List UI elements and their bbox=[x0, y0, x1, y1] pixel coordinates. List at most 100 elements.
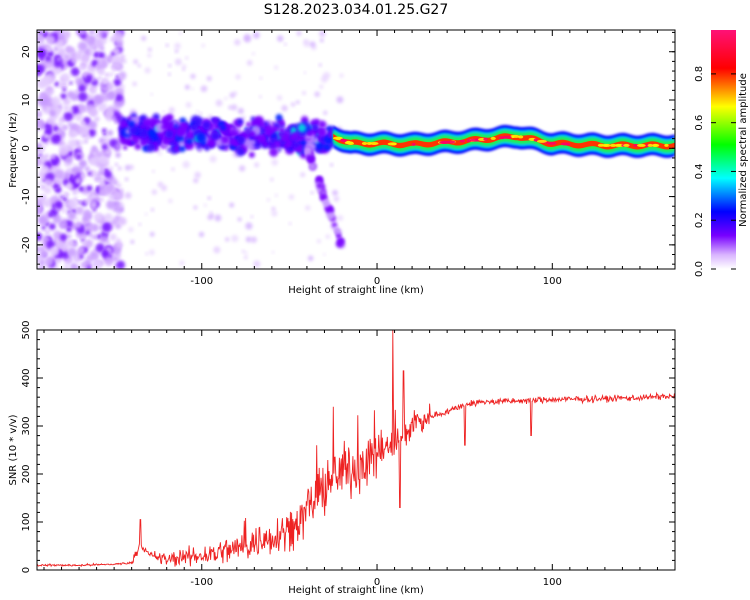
heatmap-blob bbox=[47, 86, 52, 91]
heatmap-blob bbox=[51, 96, 61, 107]
heatmap-blob bbox=[162, 110, 165, 114]
heatmap-blob bbox=[243, 33, 251, 42]
heatmap-blob bbox=[78, 84, 86, 93]
x-tick-label: -100 bbox=[190, 276, 213, 287]
x-tick-label: 0 bbox=[374, 276, 380, 287]
heatmap-blob bbox=[63, 104, 71, 112]
heatmap-blob bbox=[203, 203, 207, 207]
heatmap-blob bbox=[207, 196, 211, 200]
heatmap-blob bbox=[56, 57, 61, 62]
colorbar-ticks: 0.0 0.2 0.4 0.6 0.8 bbox=[694, 66, 736, 277]
heatmap-blob bbox=[97, 102, 108, 112]
heatmap-blob bbox=[332, 189, 338, 196]
heatmap-blob bbox=[115, 63, 122, 70]
heatmap-blob bbox=[117, 210, 121, 214]
heatmap-blob bbox=[37, 246, 41, 253]
heatmap-blob bbox=[315, 142, 324, 151]
heatmap-ridge-hotspot bbox=[652, 143, 660, 147]
heatmap-blob bbox=[290, 102, 296, 107]
heatmap-blob bbox=[271, 210, 278, 217]
y-tick-label: -20 bbox=[21, 237, 32, 253]
y-tick-label: 20 bbox=[21, 45, 32, 58]
heatmap-blob bbox=[237, 217, 242, 222]
heatmap-blob bbox=[168, 198, 173, 204]
heatmap-blob bbox=[55, 135, 60, 140]
x-tick-label: 100 bbox=[543, 276, 562, 287]
heatmap-blob bbox=[43, 134, 49, 139]
heatmap-blob bbox=[75, 206, 84, 215]
y-tick-label: 200 bbox=[21, 464, 32, 483]
heatmap-blob bbox=[322, 200, 331, 208]
heatmap-blob bbox=[320, 75, 328, 83]
heatmap-blob bbox=[68, 122, 73, 127]
heatmap-blob bbox=[69, 108, 74, 113]
heatmap-blob bbox=[103, 108, 113, 118]
heatmap-blob bbox=[78, 165, 84, 171]
heatmap-blob bbox=[98, 137, 105, 144]
y-tick-label: 500 bbox=[21, 320, 32, 339]
heatmap-blob bbox=[246, 59, 253, 66]
heatmap-blob bbox=[230, 129, 236, 134]
heatmap-blob bbox=[224, 96, 228, 101]
heatmap-blob bbox=[101, 33, 105, 37]
heatmap-blob bbox=[198, 231, 205, 238]
heatmap-blob bbox=[149, 231, 155, 237]
heatmap-blob bbox=[211, 132, 220, 140]
heatmap-blob bbox=[64, 173, 70, 178]
heatmap-blob bbox=[251, 52, 255, 56]
heatmap-blob bbox=[193, 178, 199, 184]
heatmap-blob bbox=[96, 186, 100, 190]
heatmap-blob bbox=[147, 128, 155, 137]
y-tick-label: 10 bbox=[21, 94, 32, 107]
heatmap-blob bbox=[96, 197, 101, 202]
heatmap-blob bbox=[157, 181, 164, 188]
heatmap-blob bbox=[75, 52, 83, 61]
heatmap-blob bbox=[281, 105, 288, 112]
heatmap-blob bbox=[274, 65, 279, 70]
heatmap-blob bbox=[44, 229, 51, 236]
heatmap-blob bbox=[105, 72, 109, 77]
heatmap-blob bbox=[185, 102, 192, 108]
heatmap-blob bbox=[124, 177, 129, 182]
colorbar-tick-label: 0.0 bbox=[694, 261, 705, 277]
heatmap-blob bbox=[38, 155, 47, 164]
heatmap-blob bbox=[41, 253, 45, 257]
heatmap-blob bbox=[129, 125, 140, 136]
heatmap-blob bbox=[89, 50, 93, 54]
heatmap-blob bbox=[91, 234, 98, 240]
heatmap-ridge-hotspot bbox=[637, 143, 646, 147]
heatmap-blob bbox=[56, 240, 64, 248]
heatmap-blob bbox=[59, 195, 64, 199]
heatmap-blob bbox=[109, 233, 117, 241]
y-tick-label: 300 bbox=[21, 416, 32, 435]
heatmap-blob bbox=[150, 93, 153, 96]
y-tick-label: 0 bbox=[21, 145, 32, 151]
heatmap-blob bbox=[335, 240, 344, 248]
heatmap-blob bbox=[328, 132, 334, 138]
heatmap-blob bbox=[178, 141, 184, 146]
heatmap-blob bbox=[97, 68, 104, 75]
heatmap-blob bbox=[236, 135, 246, 145]
heatmap-blob bbox=[44, 256, 54, 267]
heatmap-ridge-hotspot bbox=[560, 142, 570, 146]
heatmap-blob bbox=[151, 189, 158, 195]
heatmap-blob bbox=[98, 76, 102, 80]
heatmap-blob bbox=[66, 182, 74, 190]
heatmap-blob bbox=[77, 200, 81, 204]
heatmap-blob bbox=[214, 214, 222, 222]
heatmap-blob bbox=[193, 123, 199, 129]
heatmap-ridge-hotspot bbox=[459, 139, 466, 143]
heatmap-blob bbox=[98, 225, 103, 230]
heatmap-blob bbox=[115, 190, 125, 200]
heatmap-blob bbox=[99, 155, 109, 165]
heatmap-blob bbox=[333, 226, 340, 233]
heatmap-blob bbox=[50, 154, 56, 160]
heatmap-blob bbox=[69, 262, 78, 269]
heatmap-blob bbox=[59, 40, 64, 44]
heatmap-blob bbox=[56, 172, 64, 179]
heatmap-blob bbox=[168, 107, 175, 114]
heatmap-blob bbox=[54, 81, 60, 87]
heatmap-blob bbox=[186, 138, 193, 144]
heatmap-blob bbox=[145, 138, 150, 143]
heatmap-blob bbox=[130, 140, 135, 145]
